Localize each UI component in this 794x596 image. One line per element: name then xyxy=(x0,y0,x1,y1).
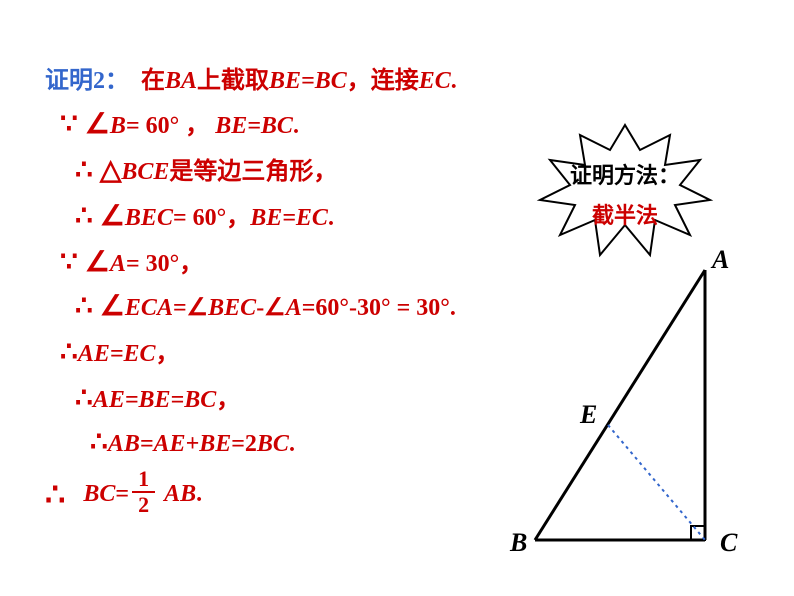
s1b: B xyxy=(110,113,126,140)
s8b: AB=AE+BE xyxy=(108,431,231,458)
label-B: B xyxy=(510,528,527,558)
proof-label: 证明2： xyxy=(45,60,129,95)
frac-den: 2 xyxy=(132,493,155,517)
s5e: -∠ xyxy=(256,293,286,322)
s3d: BE=EC xyxy=(250,205,328,232)
s5b: ECA xyxy=(125,295,173,322)
s4b: A xyxy=(110,251,126,278)
label-C: C xyxy=(720,528,737,558)
s3a: ∴ ∠ xyxy=(75,199,125,233)
sfb: BC xyxy=(83,481,115,508)
s3c: = 60°， xyxy=(173,197,250,232)
s6a: ∴ xyxy=(60,335,78,369)
s7a: ∴ xyxy=(75,381,93,415)
t6: EC xyxy=(419,68,451,95)
s3b: BEC xyxy=(125,205,173,232)
t7: . xyxy=(451,68,457,95)
t1: 在 xyxy=(141,60,165,95)
t4: BE=BC xyxy=(269,68,347,95)
s8c: =2 xyxy=(231,431,257,458)
s2b: BCE xyxy=(121,159,169,186)
s3e: . xyxy=(328,205,334,232)
s7b: AE=BE=BC xyxy=(93,387,216,414)
s5f: A xyxy=(286,295,302,322)
frac-num: 1 xyxy=(132,467,155,493)
s2c: 是等边三角形， xyxy=(169,151,337,186)
label-A: A xyxy=(712,245,729,275)
s4c: = 30°， xyxy=(126,243,203,278)
title-line: 证明2： 在 BA 上截取 BE=BC ，连接 EC . xyxy=(45,60,745,95)
s8a: ∴ xyxy=(90,425,108,459)
s7c: ， xyxy=(216,379,240,414)
s1a: ∵ ∠ xyxy=(60,107,110,141)
triangle-figure: A E B C xyxy=(480,250,750,580)
sfc: = xyxy=(115,481,129,508)
s8d: BC xyxy=(257,431,289,458)
sb-line2: 截半法 xyxy=(535,198,715,230)
t2: BA xyxy=(165,68,197,95)
t5: ，连接 xyxy=(347,60,419,95)
s8e: . xyxy=(289,431,295,458)
s1e: . xyxy=(293,113,299,140)
s1d: BE=BC xyxy=(215,113,293,140)
sfa: ∴ xyxy=(45,475,65,513)
label-E: E xyxy=(580,400,597,430)
sff: . xyxy=(196,481,202,508)
s4a: ∵ ∠ xyxy=(60,245,110,279)
t3: 上截取 xyxy=(197,60,269,95)
starburst-text: 证明方法： 截半法 xyxy=(535,158,715,230)
sb-line1: 证明方法： xyxy=(535,158,715,190)
method-callout: 证明方法： 截半法 xyxy=(535,120,715,260)
s5d: BEC xyxy=(208,295,256,322)
s6c: ， xyxy=(156,333,180,368)
s2a: ∴ △ xyxy=(75,153,121,187)
s5c: =∠ xyxy=(173,293,208,322)
s1c: = 60° ， xyxy=(126,105,209,140)
sfe: AB xyxy=(164,481,196,508)
s5a: ∴ ∠ xyxy=(75,289,125,323)
s5g: =60°-30° = 30°. xyxy=(302,295,456,322)
s6b: AE=EC xyxy=(78,341,156,368)
fraction: 1 2 xyxy=(132,467,155,517)
